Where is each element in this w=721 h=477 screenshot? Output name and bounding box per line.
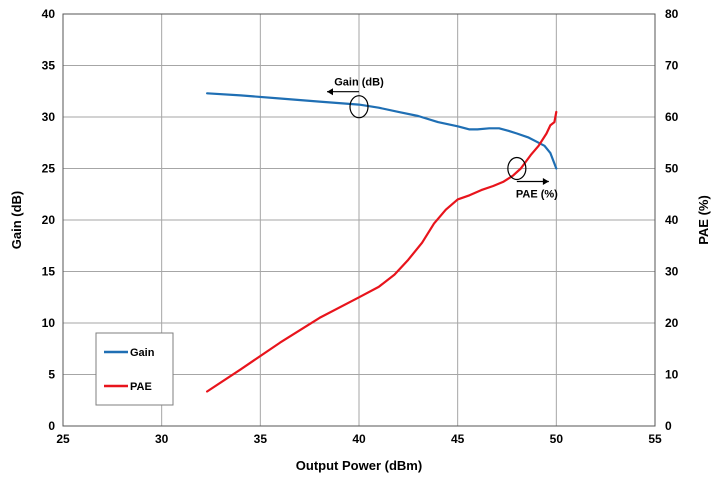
plot-area-border (62, 13, 656, 427)
y2-tick-label: 50 (665, 162, 679, 176)
legend: Gain PAE (95, 332, 174, 406)
y-tick-label: 25 (42, 162, 56, 176)
series-line-pae (206, 110, 558, 393)
tick-labels: 25 30 35 40 45 50 5505101520253035400102030405… (42, 7, 679, 446)
series (206, 92, 558, 393)
x-tick-label: 55 (648, 432, 662, 446)
annotation-label: Gain (dB) (334, 77, 384, 89)
x-tick-label: 25 (56, 432, 70, 446)
x-tick-label: 45 (451, 432, 465, 446)
annotation-arrowhead (542, 178, 549, 185)
y2-tick-label: 30 (665, 265, 679, 279)
y2-tick-label: 0 (665, 419, 672, 433)
annotation-label: PAE (%) (516, 189, 558, 201)
legend-label-gain: Gain (130, 347, 155, 359)
annotation-arrowhead (327, 88, 333, 96)
y2-tick-label: 70 (665, 59, 679, 73)
annotation-ellipse (507, 156, 527, 181)
y-tick-label: 30 (42, 110, 56, 124)
x-tick-label: 40 (352, 432, 366, 446)
y2-tick-label: 10 (665, 368, 679, 382)
annotation-ellipse (349, 95, 369, 119)
y-tick-label: 0 (48, 419, 55, 433)
annotations: Gain (dB) PAE (%) (327, 77, 558, 201)
y-axis-title: Gain (dB) (9, 191, 24, 250)
x-axis-title: Output Power (dBm) (296, 458, 422, 473)
y-tick-label: 5 (48, 368, 55, 382)
y2-axis-title: PAE (%) (696, 195, 711, 245)
x-tick-label: 50 (550, 432, 564, 446)
y-tick-label: 20 (42, 213, 56, 227)
y-tick-label: 35 (42, 59, 56, 73)
legend-label-pae: PAE (130, 381, 152, 393)
y2-tick-label: 60 (665, 110, 679, 124)
y-tick-label: 40 (42, 7, 56, 21)
y2-tick-label: 40 (665, 213, 679, 227)
y-tick-label: 10 (42, 316, 56, 330)
legend-box (95, 332, 174, 406)
series-line-gain (206, 92, 558, 170)
x-tick-label: 30 (155, 432, 169, 446)
y2-tick-label: 20 (665, 316, 679, 330)
y-tick-label: 15 (42, 265, 56, 279)
y2-tick-label: 80 (665, 7, 679, 21)
x-tick-label: 35 (254, 432, 268, 446)
